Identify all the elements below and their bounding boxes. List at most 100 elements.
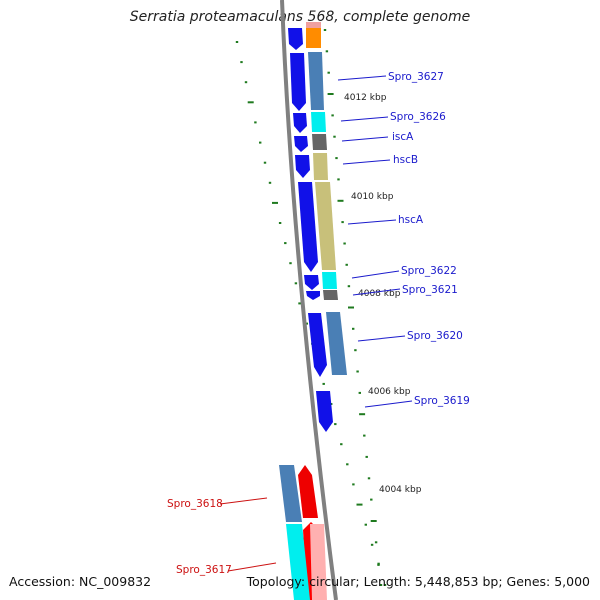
ruler-label: 4008 kbp — [358, 289, 401, 299]
map-title: Serratia proteamaculans 568, complete ge… — [129, 9, 471, 25]
ruler-tick — [348, 306, 354, 309]
leader-line — [219, 497, 268, 505]
ruler-tick — [341, 221, 344, 224]
cds-block[interactable] — [306, 291, 320, 300]
tick-mark — [346, 463, 349, 466]
gene-block[interactable] — [326, 312, 347, 375]
gene-block[interactable] — [308, 52, 324, 110]
cds-block[interactable] — [293, 113, 307, 133]
ruler-tick — [333, 135, 336, 138]
tick-mark — [340, 443, 343, 446]
label-leaders — [219, 75, 413, 572]
ruler-labels: 4012 kbp 4010 kbp 4008 kbp 4006 kbp 4004… — [344, 93, 422, 495]
ruler-tick — [367, 477, 371, 480]
ruler-tick — [358, 391, 361, 394]
gene-label-spro-3627[interactable]: Spro_3627 — [388, 71, 444, 83]
ruler-tick — [354, 349, 357, 352]
tick-mark — [370, 543, 374, 546]
genome-backbone — [280, 0, 338, 600]
ruler-label: 4004 kbp — [379, 485, 422, 495]
tick-mark — [272, 201, 278, 204]
gene-label-spro-3618[interactable]: Spro_3618 — [167, 498, 223, 510]
tick-mark — [235, 41, 239, 43]
ruler-track — [323, 29, 383, 586]
ruler-tick — [365, 455, 368, 458]
leader-line — [340, 116, 389, 122]
leader-line — [341, 136, 389, 142]
gene-block[interactable] — [315, 182, 336, 270]
gene-block[interactable] — [286, 524, 310, 600]
tick-mark — [278, 222, 282, 224]
tick-mark — [240, 61, 243, 64]
gene-block[interactable] — [323, 290, 338, 300]
cds-block[interactable] — [288, 28, 303, 50]
leader-line — [337, 75, 387, 81]
ruler-tick — [331, 114, 334, 117]
ruler-tick — [327, 93, 334, 95]
gene-label-spro-3617[interactable]: Spro_3617 — [176, 564, 232, 576]
cds-block[interactable] — [295, 155, 310, 178]
tick-mark — [322, 382, 325, 385]
tick-mark — [383, 584, 387, 586]
gene-label-hscb[interactable]: hscB — [393, 154, 418, 166]
ruler-tick — [356, 370, 359, 373]
ruler-tick — [327, 71, 330, 74]
ruler-tick — [359, 413, 366, 416]
ruler-tick — [370, 520, 377, 522]
gene-block[interactable] — [310, 524, 327, 600]
genome-summary-text: Topology: circular; Length: 5,448,853 bp… — [246, 574, 590, 589]
ruler-tick — [335, 157, 338, 160]
gene-block[interactable] — [279, 465, 302, 522]
tick-mark — [254, 121, 257, 124]
tick-mark — [352, 483, 355, 486]
leader-line — [342, 159, 391, 165]
gene-block[interactable] — [311, 112, 326, 132]
ruler-tick — [363, 434, 366, 437]
cds-block[interactable] — [298, 182, 318, 272]
cds-block[interactable] — [298, 465, 318, 518]
gene-label-spro-3619[interactable]: Spro_3619 — [414, 395, 470, 407]
gene-labels: Spro_3627 Spro_3626 iscA hscB hscA Spro_… — [388, 71, 470, 407]
ruler-tick — [379, 584, 383, 586]
ruler-tick — [345, 263, 348, 266]
ruler-tick — [377, 562, 380, 565]
gene-label-spro-3621[interactable]: Spro_3621 — [402, 284, 458, 296]
ruler-tick — [325, 50, 329, 53]
gene-block[interactable] — [312, 134, 327, 150]
gene-block[interactable] — [322, 272, 337, 289]
ruler-tick — [343, 242, 346, 245]
tick-mark — [364, 523, 367, 526]
ruler-label: 4010 kbp — [351, 192, 394, 202]
tick-mark — [356, 503, 363, 506]
gene-block[interactable] — [306, 22, 321, 28]
cds-block[interactable] — [290, 53, 306, 111]
leader-line — [351, 270, 400, 279]
gene-label-spro-3622[interactable]: Spro_3622 — [401, 265, 457, 277]
leader-line — [357, 335, 406, 342]
gene-block[interactable] — [306, 28, 321, 48]
cds-block[interactable] — [316, 391, 333, 432]
cds-block[interactable] — [304, 275, 319, 290]
tick-mark — [244, 81, 248, 84]
cds-block[interactable] — [294, 136, 308, 152]
tick-mark — [305, 322, 308, 325]
cds-block[interactable] — [308, 313, 327, 377]
ruler-label: 4006 kbp — [368, 387, 411, 397]
tick-mark — [263, 161, 267, 164]
gene-label-spro-3620[interactable]: Spro_3620 — [407, 330, 463, 342]
tick-mark — [259, 141, 262, 144]
tick-mark — [289, 262, 292, 265]
ruler-tick — [323, 29, 327, 31]
ruler-tick — [337, 178, 340, 181]
gene-label-isca[interactable]: iscA — [392, 131, 414, 143]
leader-line — [227, 562, 277, 572]
gene-label-spro-3626[interactable]: Spro_3626 — [390, 111, 446, 123]
tick-mark — [247, 101, 254, 104]
leader-line — [352, 288, 401, 296]
gene-label-hsca[interactable]: hscA — [398, 214, 424, 226]
gene-block[interactable] — [313, 153, 328, 180]
ruler-tick — [374, 541, 378, 544]
accession-text: Accession: NC_009832 — [9, 574, 152, 589]
leader-line — [364, 400, 413, 408]
